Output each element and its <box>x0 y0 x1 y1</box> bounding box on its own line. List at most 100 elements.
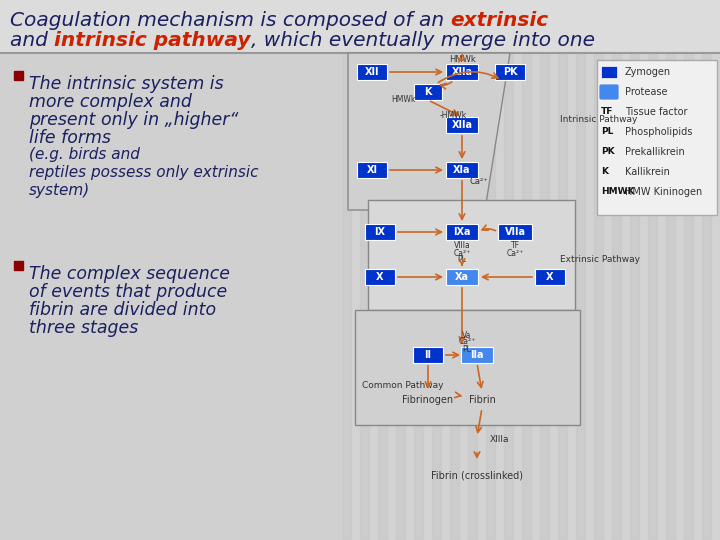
Text: Coagulation mechanism is composed of an: Coagulation mechanism is composed of an <box>10 10 451 30</box>
Bar <box>90 0 99 540</box>
Text: present only in „higher“: present only in „higher“ <box>29 111 238 129</box>
Bar <box>108 0 117 540</box>
Text: -HMWk: -HMWk <box>440 111 467 119</box>
Text: TF: TF <box>601 107 613 117</box>
Bar <box>540 0 549 540</box>
Text: VIIa: VIIa <box>505 227 526 237</box>
Bar <box>414 0 423 540</box>
Text: PK: PK <box>601 147 615 157</box>
Bar <box>72 0 81 540</box>
Bar <box>288 0 297 540</box>
Bar <box>535 269 565 285</box>
Text: XIIIa: XIIIa <box>490 435 510 444</box>
Text: PL: PL <box>458 255 467 265</box>
Text: IIa: IIa <box>470 350 484 360</box>
Text: three stages: three stages <box>29 319 138 337</box>
Bar <box>446 64 478 80</box>
Bar <box>270 0 279 540</box>
Text: PK: PK <box>503 67 517 77</box>
Bar <box>594 0 603 540</box>
Text: life forms: life forms <box>29 129 117 147</box>
Bar <box>450 0 459 540</box>
Text: VIIIa: VIIIa <box>454 241 470 251</box>
Bar <box>180 0 189 540</box>
Text: , which eventually merge into one: , which eventually merge into one <box>251 30 595 50</box>
Polygon shape <box>348 53 510 210</box>
Text: Extrinsic Pathway: Extrinsic Pathway <box>560 255 640 265</box>
Text: IX: IX <box>374 227 385 237</box>
Bar <box>378 0 387 540</box>
Bar <box>597 60 717 215</box>
Bar <box>342 0 351 540</box>
Text: PL: PL <box>601 127 613 137</box>
Bar <box>702 0 711 540</box>
Text: extrinsic: extrinsic <box>451 10 549 30</box>
Bar <box>144 0 153 540</box>
Text: XIIa: XIIa <box>451 120 472 130</box>
Text: The intrinsic system is: The intrinsic system is <box>29 75 224 93</box>
FancyBboxPatch shape <box>599 84 619 100</box>
Bar <box>36 0 45 540</box>
Text: The complex sequence: The complex sequence <box>29 265 230 283</box>
Text: and: and <box>10 30 54 50</box>
Text: Kallikrein: Kallikrein <box>625 167 670 177</box>
Text: Phospholipids: Phospholipids <box>625 127 693 137</box>
Text: TF: TF <box>510 241 520 251</box>
Bar <box>357 64 387 80</box>
Text: more complex and: more complex and <box>29 93 192 111</box>
Text: XI: XI <box>366 165 377 175</box>
Bar <box>198 0 207 540</box>
Text: HMWk: HMWk <box>391 96 415 105</box>
Bar <box>234 0 243 540</box>
Bar <box>558 0 567 540</box>
Bar <box>414 84 442 100</box>
Bar <box>648 0 657 540</box>
Bar <box>495 64 525 80</box>
Bar <box>396 0 405 540</box>
Text: Fibrin (crosslinked): Fibrin (crosslinked) <box>431 470 523 480</box>
Bar <box>576 0 585 540</box>
Text: of events that produce: of events that produce <box>29 283 228 301</box>
Text: Intrinsic Pathway: Intrinsic Pathway <box>560 116 637 125</box>
Text: K: K <box>424 87 432 97</box>
Text: XIa: XIa <box>454 165 471 175</box>
Bar <box>432 0 441 540</box>
Bar <box>126 0 135 540</box>
Text: PL: PL <box>462 345 472 354</box>
Text: Zymogen: Zymogen <box>625 67 671 77</box>
Bar <box>360 0 369 540</box>
Bar <box>446 224 478 240</box>
Text: Ca²⁺: Ca²⁺ <box>454 248 471 258</box>
Text: XII: XII <box>365 67 379 77</box>
Bar <box>446 117 478 133</box>
Text: II: II <box>425 350 431 360</box>
Bar <box>18 0 27 540</box>
Text: X: X <box>377 272 384 282</box>
Text: X: X <box>546 272 554 282</box>
Polygon shape <box>355 310 580 425</box>
Text: Prekallikrein: Prekallikrein <box>625 147 685 157</box>
Bar <box>306 0 315 540</box>
Text: Ca²⁺: Ca²⁺ <box>506 248 523 258</box>
Text: K: K <box>601 167 608 177</box>
Text: intrinsic pathway: intrinsic pathway <box>54 30 251 50</box>
Text: Tissue factor: Tissue factor <box>625 107 688 117</box>
Text: HMWk: HMWk <box>449 56 475 64</box>
Text: (e.g. birds and: (e.g. birds and <box>29 147 140 162</box>
Bar <box>522 0 531 540</box>
Text: IXa: IXa <box>454 227 471 237</box>
Bar <box>630 0 639 540</box>
Text: Fibrinogen: Fibrinogen <box>402 395 454 405</box>
Bar <box>324 0 333 540</box>
Text: HMWK: HMWK <box>601 187 634 197</box>
Text: HMW Kininogen: HMW Kininogen <box>625 187 702 197</box>
Bar <box>14 261 23 270</box>
Bar <box>365 224 395 240</box>
Text: reptiles possess only extrinsic: reptiles possess only extrinsic <box>29 165 258 180</box>
Bar <box>0 0 9 540</box>
Bar <box>0 53 340 540</box>
Text: Va: Va <box>462 330 472 340</box>
Bar <box>0 0 720 53</box>
Bar <box>446 269 478 285</box>
Bar <box>601 66 617 78</box>
